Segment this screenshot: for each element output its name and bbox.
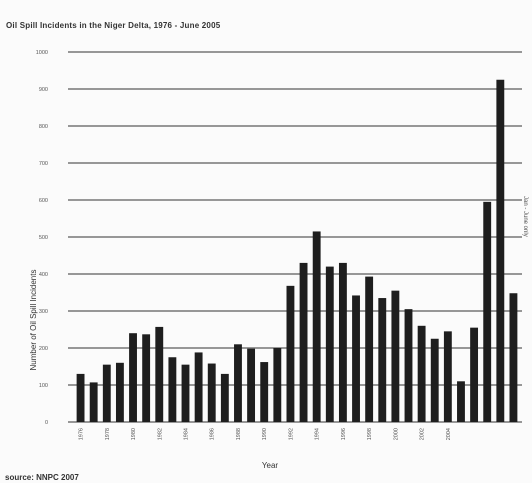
chart-title: Oil Spill Incidents in the Niger Delta, … xyxy=(6,21,221,30)
y-tick-label: 200 xyxy=(39,346,48,352)
x-tick-label: 1988 xyxy=(236,428,242,440)
y-tick-label: 700 xyxy=(39,161,48,167)
bar xyxy=(352,295,360,422)
y-axis-label: Number of Oil Spill Incidents xyxy=(29,270,38,371)
x-tick-label: 2002 xyxy=(420,428,426,440)
x-tick-label: 1982 xyxy=(157,428,163,440)
x-tick-label: 1980 xyxy=(131,428,137,440)
bar xyxy=(312,231,321,422)
bar xyxy=(155,326,164,422)
bar xyxy=(115,362,124,422)
bar xyxy=(102,364,111,422)
bar xyxy=(509,293,518,422)
bar xyxy=(470,327,479,422)
bar-annotation: Jan - June only xyxy=(522,196,528,237)
y-tick-label: 100 xyxy=(39,383,48,389)
y-tick-label: 0 xyxy=(45,420,48,426)
y-tick-label: 600 xyxy=(39,198,48,204)
bar xyxy=(378,298,387,422)
x-tick-label: 1984 xyxy=(184,428,190,440)
bar xyxy=(365,276,374,422)
x-tick-label: 1992 xyxy=(288,428,294,440)
x-tick-label: 1978 xyxy=(105,428,111,440)
x-tick-label: 1998 xyxy=(367,428,373,440)
bar xyxy=(89,382,98,422)
y-tick-label: 800 xyxy=(39,124,48,130)
x-axis-label: Year xyxy=(262,461,279,470)
y-tick-label: 1000 xyxy=(36,50,48,56)
y-tick-label: 500 xyxy=(39,235,48,241)
bar xyxy=(417,325,426,422)
bar xyxy=(273,348,282,422)
bar xyxy=(247,348,256,422)
x-tick-label: 1990 xyxy=(262,428,268,440)
bar xyxy=(207,363,216,422)
bar xyxy=(496,79,505,422)
x-tick-label: 1994 xyxy=(315,428,321,440)
x-tick-label: 2000 xyxy=(393,428,399,440)
bar xyxy=(168,357,177,422)
bar xyxy=(260,362,269,422)
bar xyxy=(76,373,85,422)
x-tick-label: 2004 xyxy=(446,428,452,440)
bar xyxy=(430,338,439,422)
bar xyxy=(457,381,465,422)
bar xyxy=(129,333,137,422)
source-note: source: NNPC 2007 xyxy=(5,473,79,482)
bar xyxy=(142,334,151,422)
bar xyxy=(404,309,413,422)
x-tick-label: 1996 xyxy=(341,428,347,440)
bar xyxy=(194,352,203,422)
bar xyxy=(220,373,229,422)
x-tick-label: 1976 xyxy=(79,428,85,440)
bar xyxy=(325,266,334,422)
x-tick-label: 1986 xyxy=(210,428,216,440)
y-tick-label: 400 xyxy=(39,272,48,278)
y-tick-label: 300 xyxy=(39,309,48,315)
bar xyxy=(391,290,400,422)
bar xyxy=(443,331,452,422)
bar xyxy=(299,262,308,422)
bar xyxy=(234,344,242,422)
bar xyxy=(483,201,492,422)
bar xyxy=(338,262,347,422)
bar xyxy=(181,364,190,422)
y-tick-label: 900 xyxy=(39,87,48,93)
bar xyxy=(286,285,295,422)
